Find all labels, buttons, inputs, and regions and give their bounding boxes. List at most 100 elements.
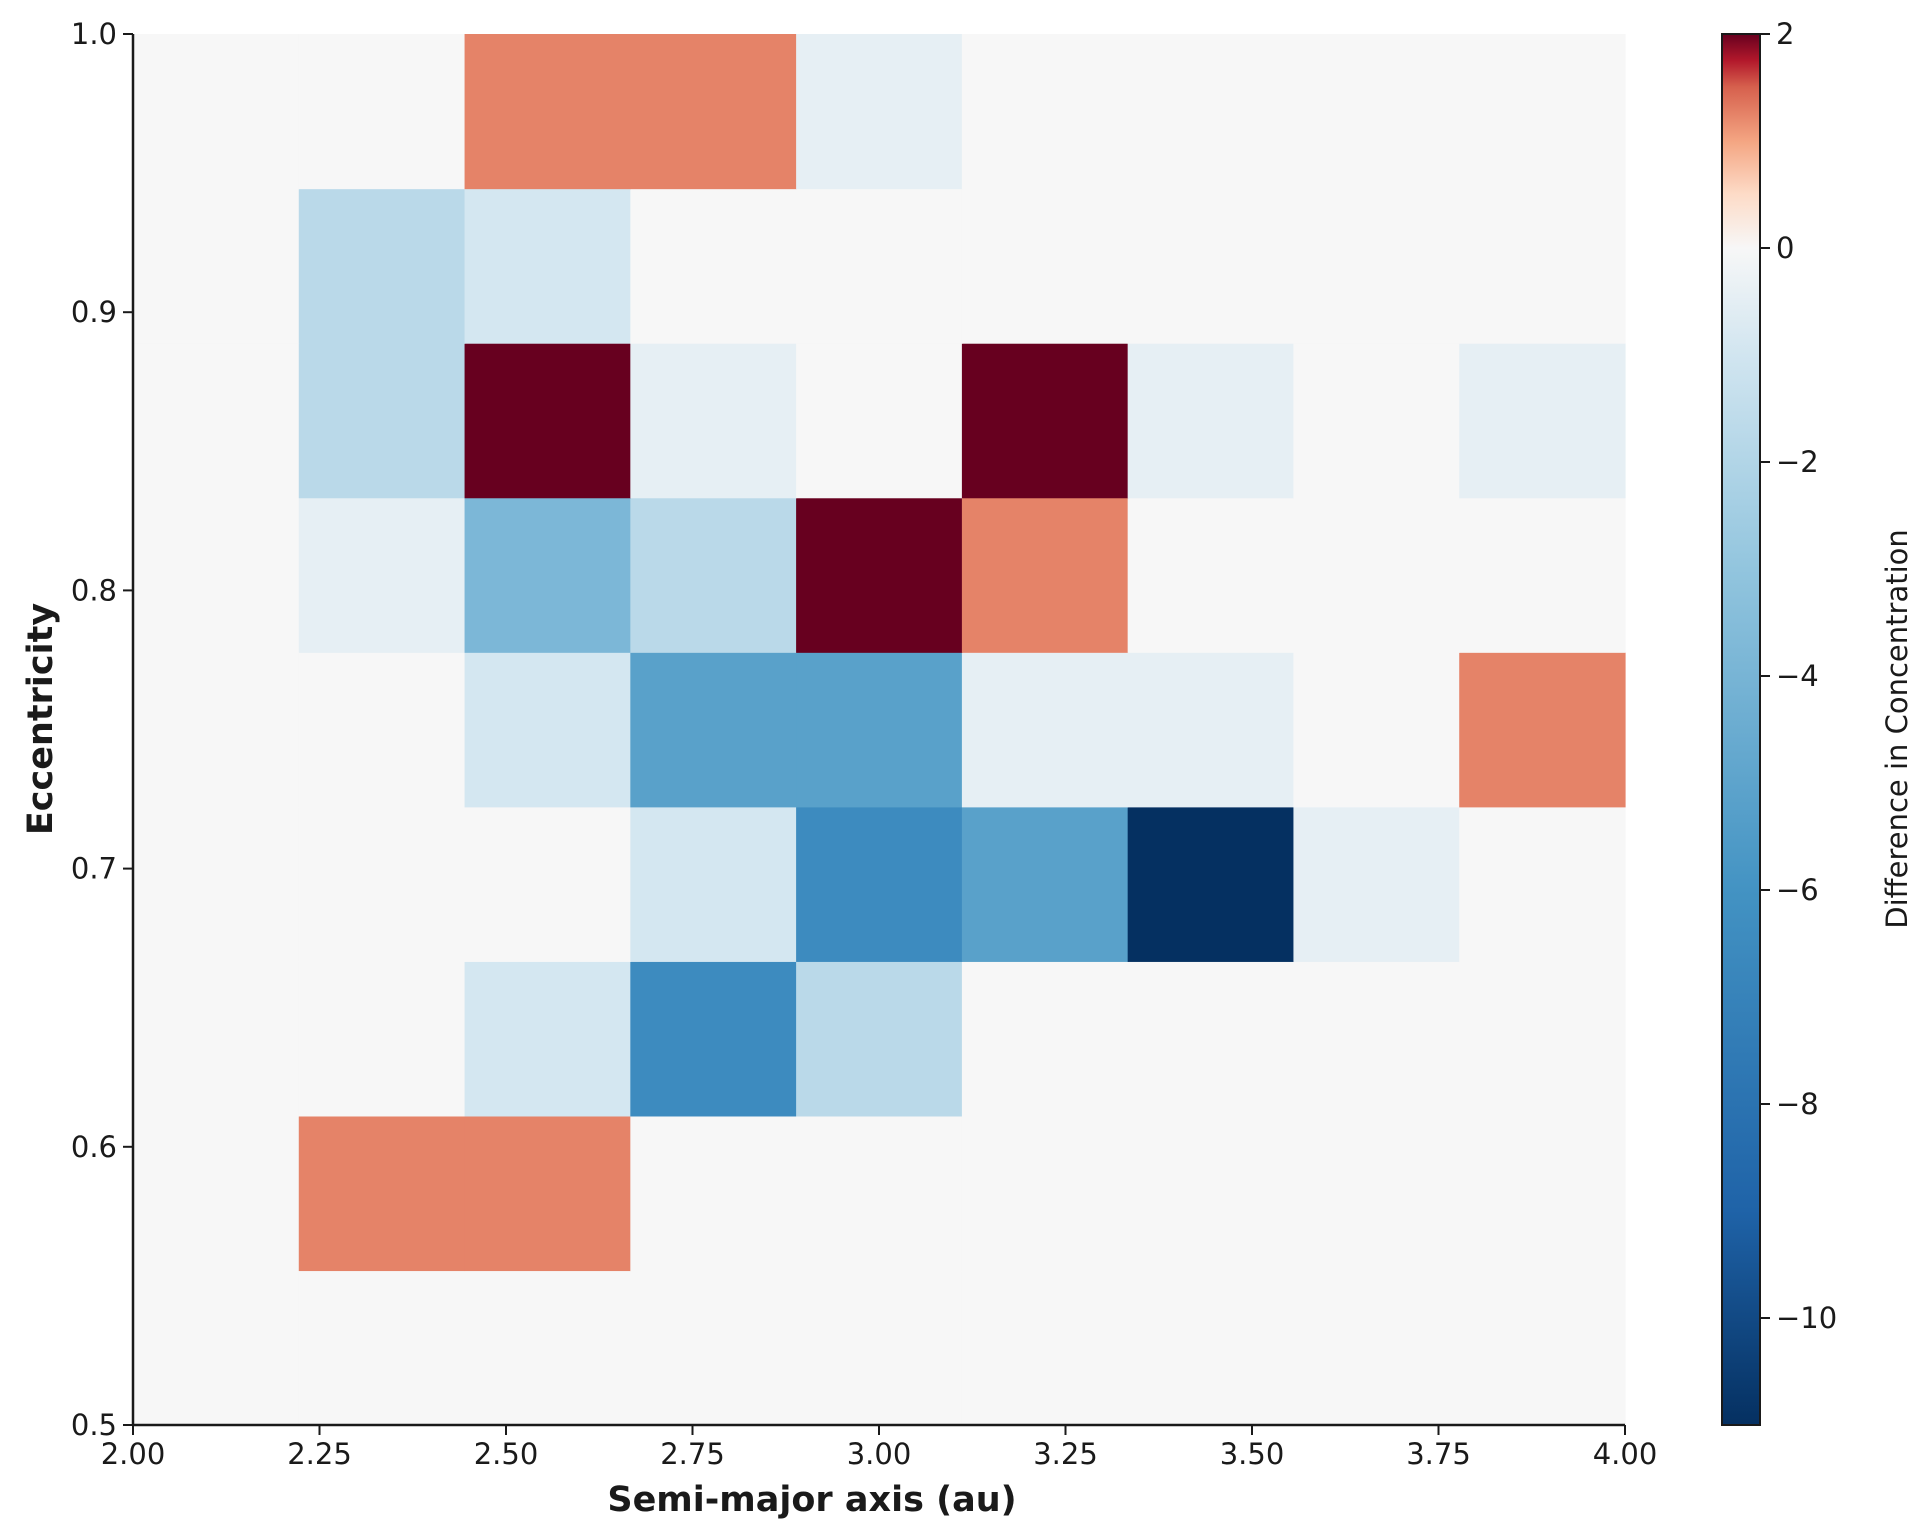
colorbar-label: Difference in Concentration [1880,529,1914,929]
heatmap-cell [961,34,1129,190]
y-tick-label: 0.6 [71,1130,117,1164]
heatmap-cell [1459,652,1626,808]
heatmap-cell [1293,806,1460,962]
heatmap-cell [1293,497,1460,653]
heatmap-cell [1293,652,1460,808]
y-tick-label: 0.5 [71,1408,117,1442]
heatmap-cell [961,806,1129,962]
heatmap-cell [630,343,797,499]
heatmap-cell [1127,34,1295,190]
colorbar-tick-label: 2 [1776,17,1794,51]
heatmap-cell [133,1270,300,1426]
heatmap-cell [796,652,963,808]
heatmap-cell [1293,343,1460,499]
heatmap-cell [298,652,466,808]
heatmap-cell [298,961,466,1117]
heatmap-cell [796,961,963,1117]
heatmap-cell [464,34,631,190]
heatmap-cell [298,1270,466,1426]
x-tick-label: 2.25 [287,1437,352,1471]
heatmap-cell [796,1270,963,1426]
colorbar-ticks: 2 0 −2 −4 −6 −8 −10 [1760,17,1837,1335]
heatmap-cell [1459,1270,1626,1426]
heatmap-cell [961,188,1129,344]
heatmap-cell [1459,343,1626,499]
x-axis-label: Semi-major axis (au) [607,1480,1016,1520]
colorbar-tick-label: −4 [1776,659,1819,693]
heatmap-cell [961,652,1129,808]
x-tick-label: 2.50 [474,1437,539,1471]
x-tick-label: 4.00 [1593,1437,1658,1471]
heatmap-cell [1459,1115,1626,1272]
heatmap-cell [133,1115,300,1272]
heatmap-cell [1127,961,1295,1117]
colorbar-tick-label: 0 [1776,231,1794,265]
heatmap-cell [464,343,631,499]
heatmap-cell [1459,188,1626,344]
colorbar-tick-label: −10 [1776,1301,1837,1335]
heatmap-cell [1293,188,1460,344]
heatmap-cell [133,497,300,653]
heatmap-cell [464,806,631,962]
heatmap-cell [1293,1115,1460,1272]
x-tick-label: 2.75 [660,1437,725,1471]
heatmap-cell [630,652,797,808]
heatmap-cell [1127,343,1295,499]
heatmap-cell [464,497,631,653]
heatmap-cell [961,497,1129,653]
y-tick-label: 0.7 [71,852,117,886]
x-axis-ticks: 2.00 2.25 2.50 2.75 3.00 3.25 3.50 3.75 4.00 [101,1425,1658,1471]
heatmap-cell [796,343,963,499]
heatmap-cell [1293,961,1460,1117]
x-tick-label: 3.75 [1406,1437,1471,1471]
heatmap-cell [796,34,963,190]
heatmap-cell [796,497,963,653]
heatmap-cell [961,1115,1129,1272]
colorbar-tick-label: −2 [1776,445,1819,479]
heatmap-cell [298,34,466,190]
heatmap-cell [464,1270,631,1426]
x-tick-label: 3.00 [847,1437,912,1471]
x-tick-label: 2.00 [101,1437,166,1471]
x-tick-label: 3.25 [1033,1437,1098,1471]
heatmap-cell [961,343,1129,499]
heatmap-cell [298,1115,466,1272]
y-tick-label: 1.0 [71,17,117,51]
heatmap-cell [630,1270,797,1426]
heatmap-cell [1127,188,1295,344]
heatmap-cell [298,188,466,344]
heatmap-cell [1293,1270,1460,1426]
heatmap-cell [796,1115,963,1272]
heatmap-cell [464,961,631,1117]
heatmap-cell [796,806,963,962]
heatmap-cell [961,1270,1129,1426]
heatmap-cell [796,188,963,344]
colorbar-gradient [1721,33,1761,1426]
heatmap-cell [133,188,300,344]
heatmap-cells [133,34,1626,1426]
heatmap-cell [133,806,300,962]
x-tick-label: 3.50 [1220,1437,1285,1471]
colorbar: 2 0 −2 −4 −6 −8 −10 Difference in Concentratio… [1721,17,1914,1426]
heatmap-cell [133,343,300,499]
heatmap-cell [630,1115,797,1272]
heatmap-cell [464,188,631,344]
heatmap-cell [133,652,300,808]
heatmap-cell [1127,652,1295,808]
heatmap-cell [1459,961,1626,1117]
heatmap-cell [1459,806,1626,962]
heatmap-cell [133,34,300,190]
heatmap-cell [464,1115,631,1272]
heatmap-cell [1127,497,1295,653]
heatmap-cell [298,343,466,499]
colorbar-tick-label: −8 [1776,1087,1819,1121]
y-tick-label: 0.8 [71,573,117,607]
heatmap-cell [1293,34,1460,190]
heatmap-cell [630,34,797,190]
heatmap-cell [1459,497,1626,653]
heatmap-cell [1127,1270,1295,1426]
y-tick-label: 0.9 [71,295,117,329]
heatmap-cell [1127,806,1295,962]
colorbar-tick-label: −6 [1776,873,1819,907]
